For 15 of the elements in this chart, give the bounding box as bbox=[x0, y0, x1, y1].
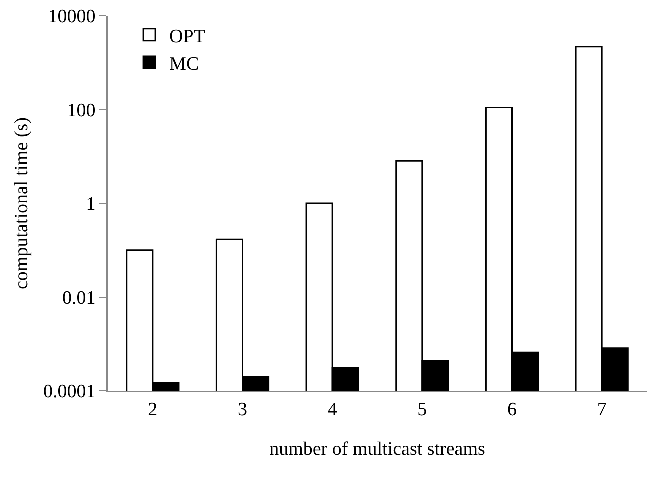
legend-label: MC bbox=[170, 54, 200, 75]
y-tick-label: 0.0001 bbox=[43, 382, 96, 403]
y-tick-label: 0.01 bbox=[62, 288, 96, 309]
x-tick-label: 3 bbox=[238, 399, 248, 420]
y-tick-label: 100 bbox=[67, 100, 96, 122]
y-tick-label: 1 bbox=[86, 194, 96, 216]
x-tick-label: 5 bbox=[418, 399, 428, 420]
x-tick-label: 4 bbox=[328, 399, 338, 420]
x-tick-label: 6 bbox=[508, 399, 517, 420]
legend-label: OPT bbox=[170, 26, 206, 48]
y-tick-label: 10000 bbox=[48, 6, 96, 28]
x-tick-label: 2 bbox=[148, 399, 158, 420]
x-tick-label: 7 bbox=[597, 399, 607, 420]
x-axis-title: number of multicast streams bbox=[270, 438, 486, 460]
y-axis-title: computational time (s) bbox=[12, 117, 33, 290]
